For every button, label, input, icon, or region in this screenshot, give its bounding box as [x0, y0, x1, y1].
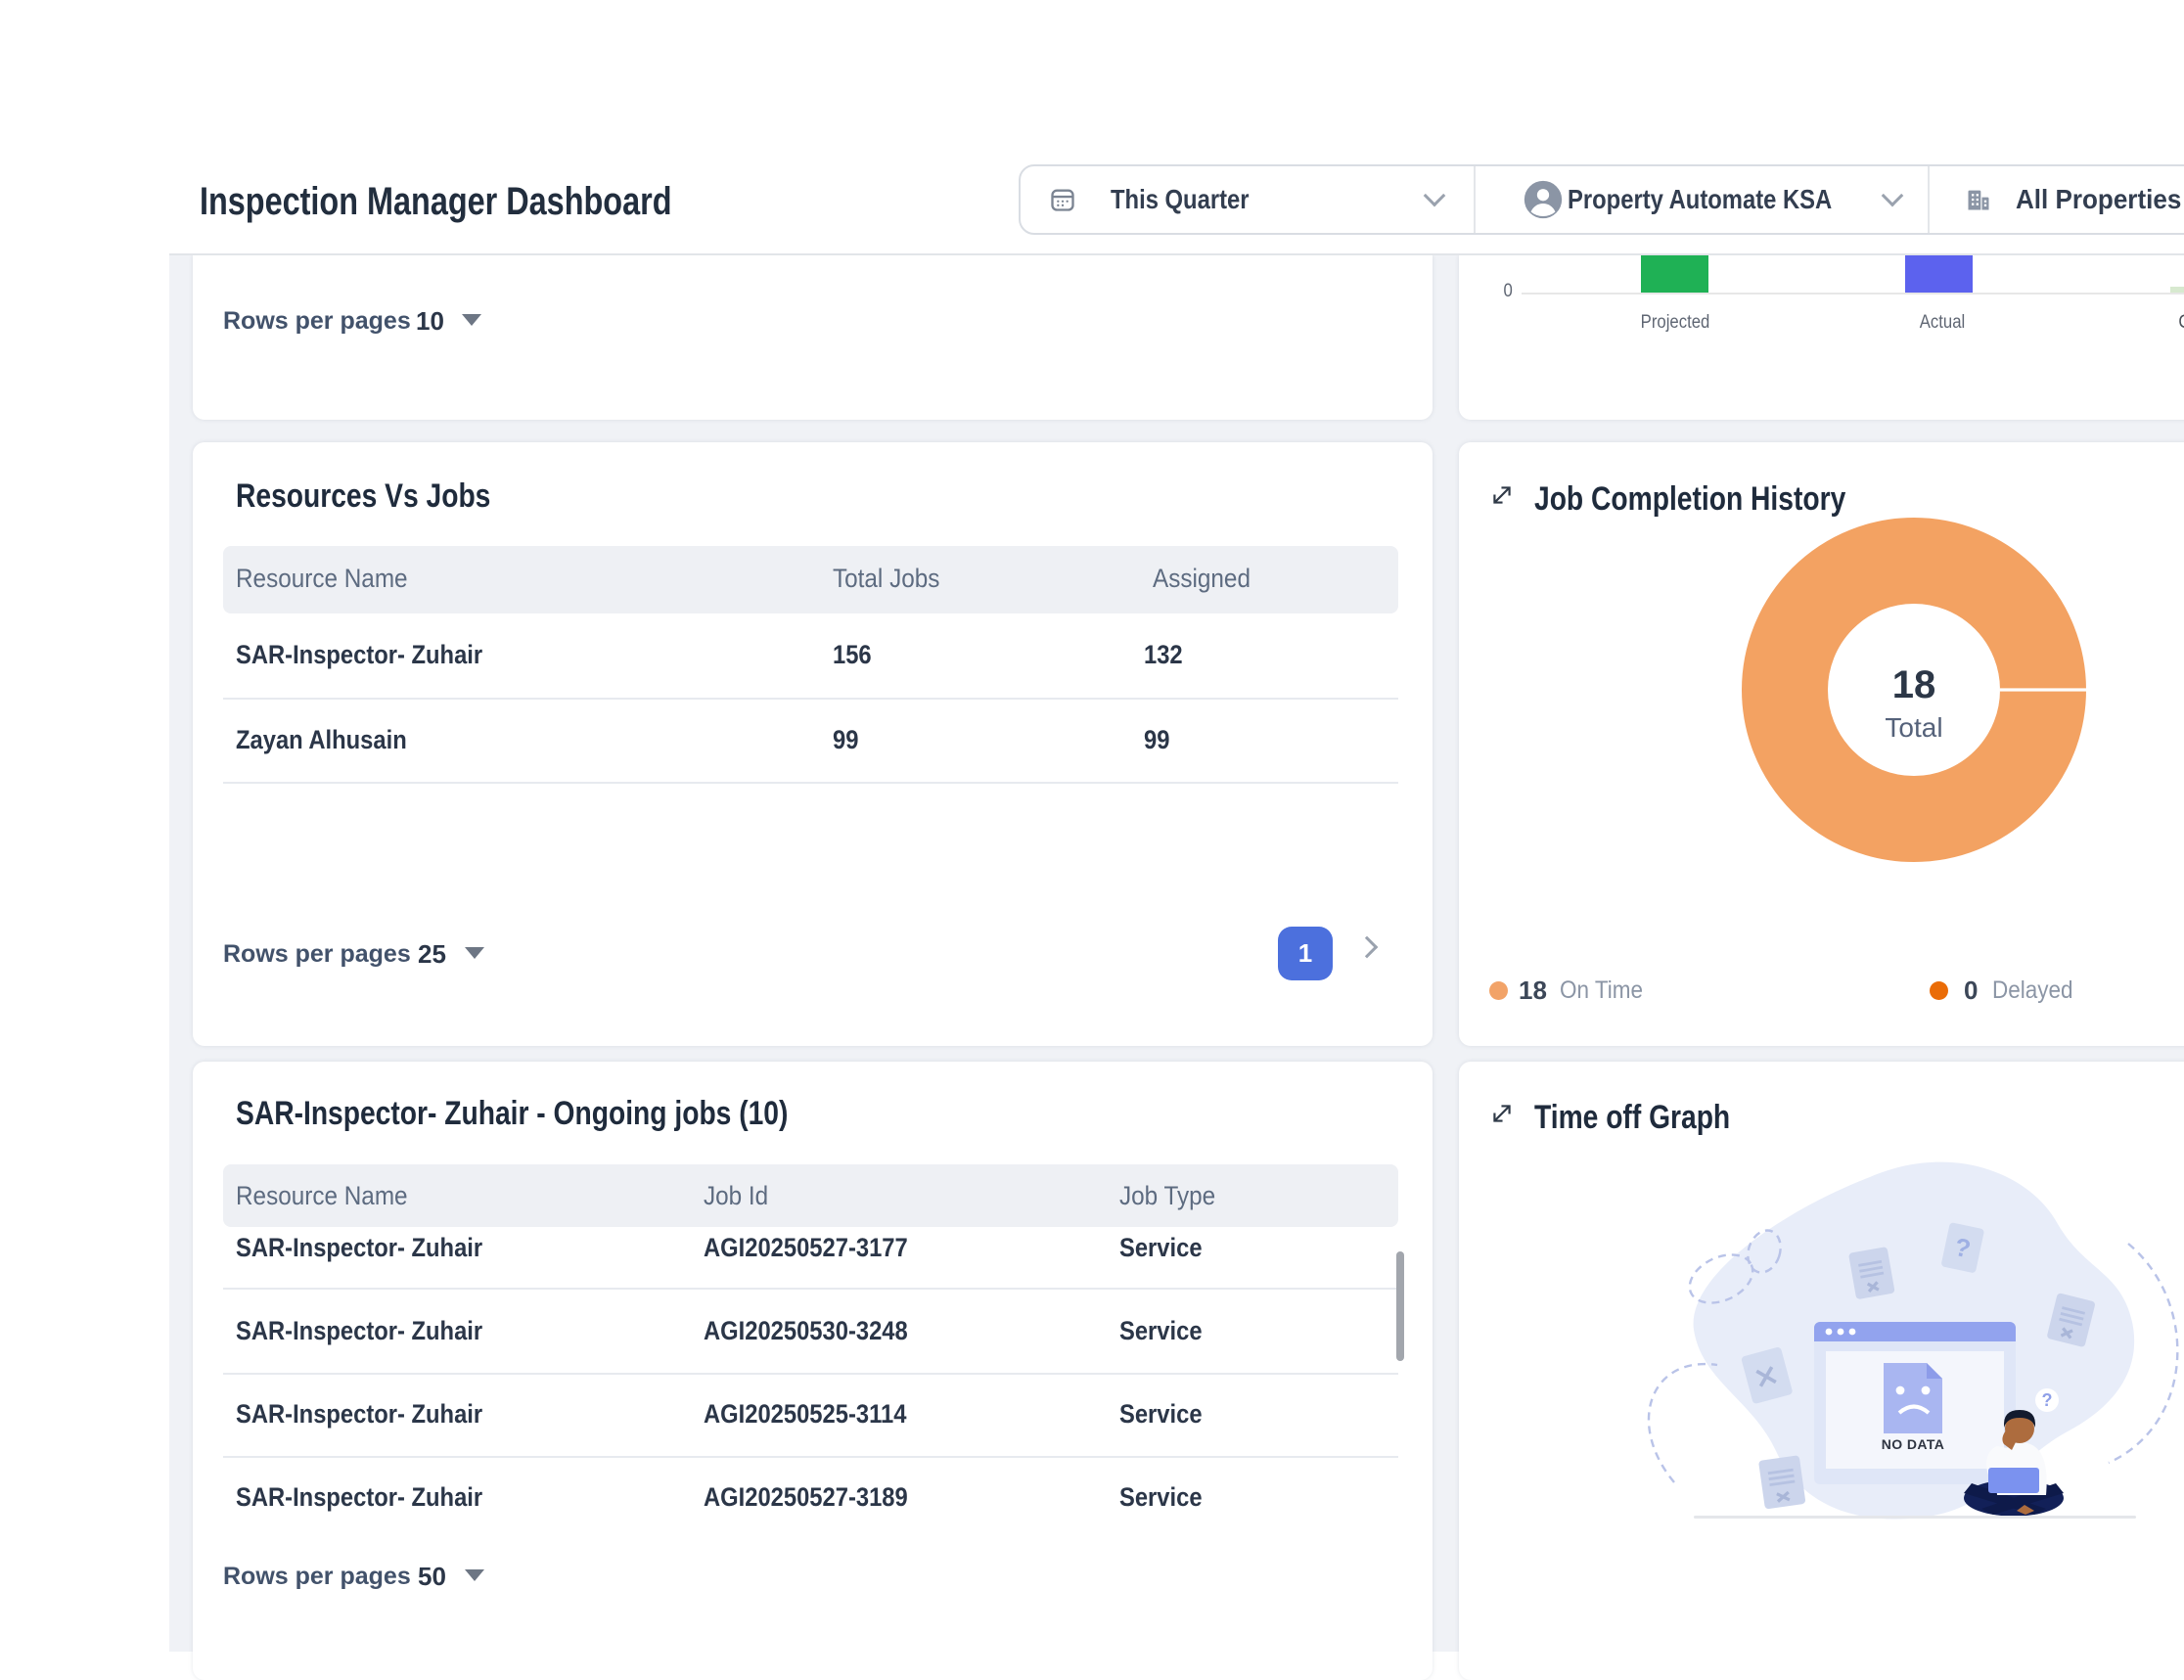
svg-text:?: ? [1952, 1232, 1974, 1264]
svg-text:NO DATA: NO DATA [1882, 1436, 1945, 1452]
svg-text:?: ? [2042, 1390, 2053, 1410]
svg-text:18: 18 [1892, 663, 1936, 706]
svg-text:Total: Total [1885, 712, 1942, 743]
